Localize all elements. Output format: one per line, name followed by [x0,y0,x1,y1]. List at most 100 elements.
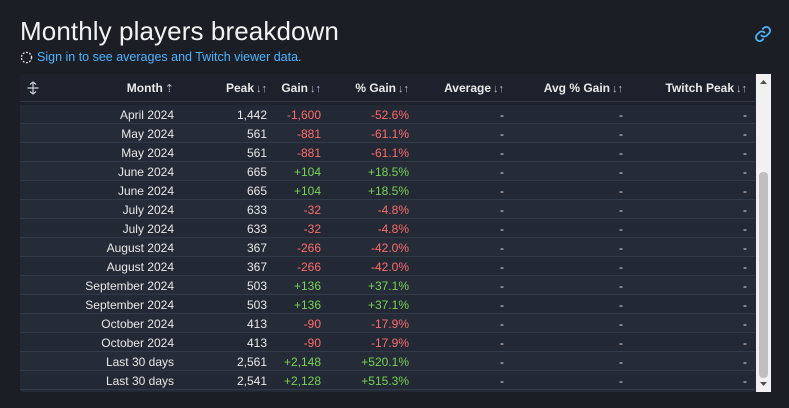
cell-peak: 413 [246,317,267,331]
cell-avg-percent-gain: - [619,260,623,274]
cell-peak: 561 [246,146,267,160]
cell-month: Last 30 days [105,374,174,388]
table-row: July 2024 633 -32 -4.8% - - - [20,219,755,238]
cell-gain: -90 [303,336,321,350]
players-table: Month ⇡ Peak ↓↑ Gain ↓↑ % Gain ↓↑ Average ↓↑ … [20,74,771,392]
column-header-month[interactable]: Month ⇡ [127,81,174,95]
cell-percent-gain: +18.5% [367,165,409,179]
table-row: May 2024 561 -881 -61.1% - - - [20,143,755,162]
cell-month: Last 30 days [105,355,174,369]
cell-twitch-peak: - [743,279,747,293]
cell-avg-percent-gain: - [619,165,623,179]
loading-circle-icon [20,51,33,63]
cell-month: October 2024 [101,336,174,350]
cell-percent-gain: -52.6% [370,108,409,122]
cell-twitch-peak: - [743,355,747,369]
cell-average: - [500,146,504,160]
cell-percent-gain: -17.9% [370,336,409,350]
cell-twitch-peak: - [743,184,747,198]
signin-link[interactable]: Sign in to see averages and Twitch viewe… [20,50,302,64]
cell-twitch-peak: - [743,127,747,141]
table-row: June 2024 665 +104 +18.5% - - - [20,181,755,200]
link-icon[interactable] [754,25,772,43]
cell-month: May 2024 [121,127,174,141]
signin-text: Sign in to see averages and Twitch viewe… [37,50,302,64]
drag-handle-icon[interactable] [26,81,40,95]
cell-average: - [500,260,504,274]
column-header-average[interactable]: Average ↓↑ [444,81,504,95]
cell-twitch-peak: - [743,317,747,331]
cell-percent-gain: -42.0% [370,260,409,274]
sort-icon: ↓↑ [256,83,267,95]
table-scrollbar[interactable] [756,74,771,392]
scroll-up-icon[interactable] [756,75,771,89]
table-row: June 2024 665 +104 +18.5% - - - [20,162,755,181]
scrollbar-thumb[interactable] [759,172,768,378]
cell-peak: 1,442 [236,108,267,122]
cell-month: June 2024 [117,184,174,198]
cell-percent-gain: +515.3% [361,374,409,388]
column-label: Gain [281,81,308,95]
cell-month: July 2024 [122,203,174,217]
cell-average: - [500,374,504,388]
column-header-percent-gain[interactable]: % Gain ↓↑ [355,81,409,95]
cell-percent-gain: -61.1% [370,127,409,141]
cell-peak: 2,541 [236,374,267,388]
cell-percent-gain: -42.0% [370,241,409,255]
cell-peak: 665 [246,184,267,198]
cell-avg-percent-gain: - [619,374,623,388]
cell-avg-percent-gain: - [619,184,623,198]
scroll-down-icon[interactable] [756,377,771,391]
cell-twitch-peak: - [743,298,747,312]
cell-average: - [500,298,504,312]
column-header-peak[interactable]: Peak ↓↑ [226,81,267,95]
cell-gain: -32 [303,222,321,236]
cell-peak: 633 [246,203,267,217]
sort-icon: ↓↑ [310,83,321,95]
cell-percent-gain: +37.1% [367,298,409,312]
table-row: July 2024 633 -32 -4.8% - - - [20,200,755,219]
column-header-gain[interactable]: Gain ↓↑ [281,81,321,95]
cell-gain: -266 [296,241,321,255]
cell-avg-percent-gain: - [619,127,623,141]
cell-peak: 413 [246,336,267,350]
cell-percent-gain: +520.1% [361,355,409,369]
column-header-twitch-peak[interactable]: Twitch Peak ↓↑ [666,81,747,95]
cell-gain: -1,600 [286,108,321,122]
table-row: October 2024 413 -90 -17.9% - - - [20,314,755,333]
table-row: Last 30 days 2,541 +2,128 +515.3% - - - [20,371,755,390]
cell-month: August 2024 [106,241,174,255]
column-header-avg-percent-gain[interactable]: Avg % Gain ↓↑ [544,81,623,95]
cell-month: October 2024 [101,317,174,331]
cell-avg-percent-gain: - [619,279,623,293]
column-label: Avg % Gain [543,81,610,95]
cell-twitch-peak: - [743,336,747,350]
cell-average: - [500,184,504,198]
cell-gain: -266 [296,260,321,274]
sort-icon: ↓↑ [493,83,504,95]
cell-percent-gain: -4.8% [377,222,409,236]
cell-gain: +136 [293,279,321,293]
cell-month: May 2024 [121,146,174,160]
column-label: % Gain [355,81,396,95]
cell-average: - [500,222,504,236]
cell-avg-percent-gain: - [619,317,623,331]
cell-twitch-peak: - [743,146,747,160]
cell-average: - [500,317,504,331]
cell-twitch-peak: - [743,165,747,179]
column-label: Peak [225,81,254,95]
cell-gain: +104 [293,165,321,179]
cell-avg-percent-gain: - [619,336,623,350]
cell-peak: 561 [246,127,267,141]
cell-avg-percent-gain: - [619,298,623,312]
cell-average: - [500,241,504,255]
cell-percent-gain: -61.1% [370,146,409,160]
cell-average: - [500,108,504,122]
cell-twitch-peak: - [743,260,747,274]
cell-gain: -90 [303,317,321,331]
cell-gain: +2,128 [283,374,321,388]
table-row: May 2024 561 -881 -61.1% - - - [20,124,755,143]
cell-month: August 2024 [106,260,174,274]
cell-peak: 367 [246,241,267,255]
sort-asc-icon: ⇡ [164,83,174,95]
